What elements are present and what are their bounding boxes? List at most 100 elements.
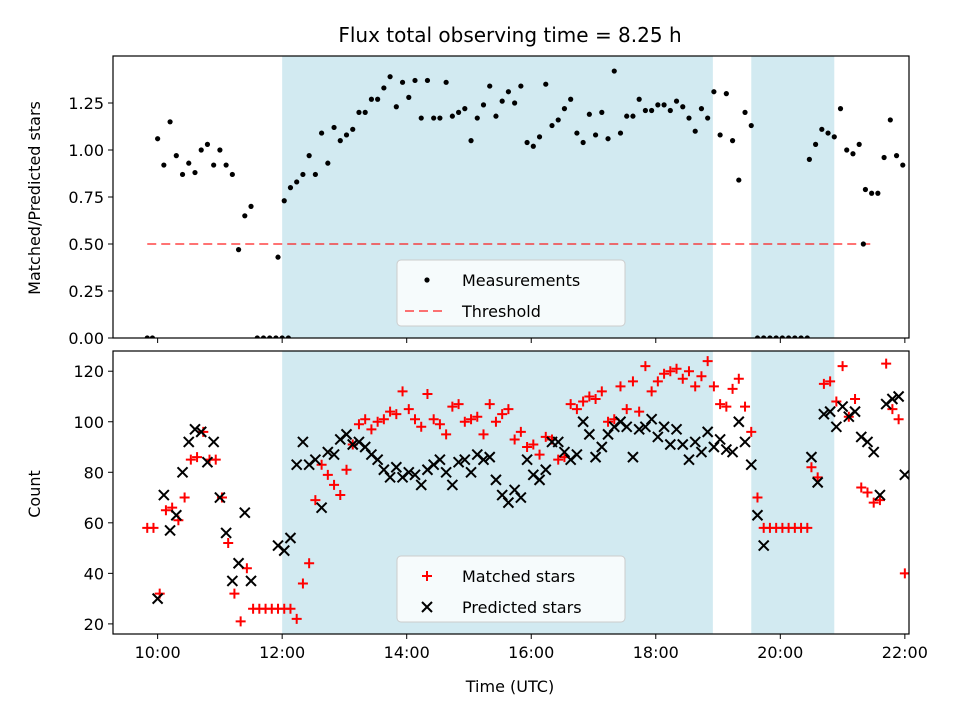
data-point	[683, 366, 694, 377]
data-point	[603, 416, 614, 427]
data-point	[690, 381, 701, 392]
data-point	[304, 558, 315, 569]
data-point	[284, 532, 297, 544]
data-point	[646, 386, 657, 397]
data-point	[403, 404, 414, 415]
data-point	[160, 505, 171, 516]
data-point	[291, 613, 302, 624]
bottom-legend: Matched stars Predicted stars	[396, 555, 626, 623]
data-point	[312, 171, 318, 178]
data-point	[391, 409, 402, 420]
data-point	[505, 89, 512, 95]
y-tick-label: 0.75	[68, 188, 104, 207]
data-point	[683, 453, 695, 466]
bottom-plot-area	[142, 356, 909, 627]
data-point	[906, 572, 909, 575]
data-point	[214, 491, 226, 504]
data-point	[615, 381, 626, 392]
data-point	[490, 474, 502, 486]
data-point	[658, 421, 670, 433]
data-point	[740, 401, 751, 412]
data-point	[802, 522, 813, 533]
data-point	[173, 153, 179, 159]
data-point	[836, 400, 849, 413]
data-point	[900, 162, 906, 168]
y-tick-label: 60	[84, 514, 104, 533]
data-point	[689, 436, 701, 448]
data-point	[397, 386, 408, 397]
data-point	[375, 96, 381, 102]
data-point	[831, 134, 837, 140]
data-point	[875, 190, 881, 196]
top-plot-area	[144, 68, 906, 338]
data-point	[484, 399, 495, 410]
bottom-axes-frame	[112, 350, 910, 635]
data-point	[155, 136, 161, 142]
data-point	[522, 442, 533, 453]
data-point	[452, 456, 465, 468]
data-point	[353, 419, 364, 430]
data-point	[565, 399, 576, 410]
data-point	[484, 451, 496, 463]
data-point	[892, 390, 905, 403]
data-point	[568, 96, 574, 102]
data-point	[220, 527, 232, 539]
data-point	[634, 406, 645, 417]
x-tick-label: 14:00	[384, 643, 430, 662]
data-point	[779, 335, 785, 338]
data-point	[664, 438, 677, 451]
data-point	[362, 109, 368, 115]
data-point	[754, 335, 761, 338]
data-point	[434, 419, 445, 430]
data-point	[850, 394, 861, 405]
data-point	[577, 416, 589, 428]
data-point	[720, 443, 733, 456]
data-point	[399, 79, 406, 85]
data-point	[528, 439, 539, 450]
data-point	[310, 495, 321, 506]
data-point	[455, 109, 462, 115]
data-point	[583, 428, 596, 441]
data-point	[627, 451, 639, 463]
data-point	[893, 414, 904, 425]
data-point	[856, 482, 867, 493]
data-point	[297, 436, 309, 448]
y-tick-label: 0.50	[68, 235, 104, 254]
data-point	[239, 507, 251, 519]
data-point	[189, 423, 201, 436]
data-point	[318, 130, 325, 136]
data-point	[671, 363, 682, 374]
data-point	[387, 74, 393, 80]
data-point	[806, 462, 817, 473]
data-point	[727, 383, 738, 394]
data-point	[509, 434, 520, 445]
data-point	[347, 438, 359, 451]
data-point	[887, 404, 898, 415]
data-point	[811, 476, 824, 489]
data-point	[861, 436, 874, 448]
data-point	[812, 141, 819, 147]
data-point	[144, 335, 150, 338]
data-point	[360, 414, 371, 425]
data-point	[275, 254, 281, 260]
data-point	[624, 113, 630, 119]
data-point	[549, 122, 555, 129]
data-point	[862, 487, 873, 498]
data-point	[422, 388, 433, 399]
y-tick-label: 80	[84, 463, 104, 482]
data-point	[170, 509, 183, 521]
data-point	[472, 411, 483, 422]
data-point	[667, 107, 673, 114]
data-point	[736, 177, 742, 183]
data-point	[708, 381, 719, 392]
data-point	[192, 452, 203, 463]
data-point	[248, 203, 254, 209]
data-point	[812, 472, 823, 483]
data-point	[881, 358, 892, 369]
data-point	[409, 469, 421, 481]
data-point	[235, 247, 242, 253]
data-point	[868, 497, 879, 508]
data-point	[459, 453, 471, 466]
data-point	[874, 495, 885, 506]
bottom-panel: Count 10:00 12:00 14:00 16:00 18:00 20:00 22:0…	[25, 350, 928, 662]
